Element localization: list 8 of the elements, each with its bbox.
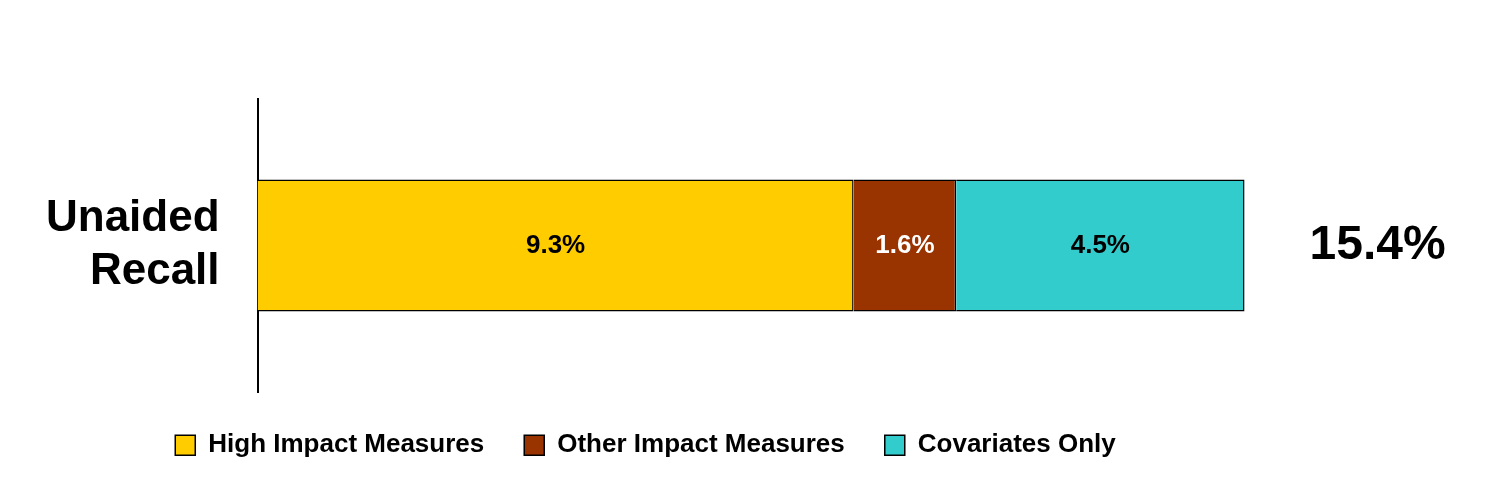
legend-label: High Impact Measures	[208, 428, 485, 459]
data-label: 4.5%	[1070, 228, 1130, 259]
total-label: 15.4%	[1309, 215, 1446, 269]
legend-label: Covariates Only	[917, 428, 1117, 459]
data-label: 9.3%	[525, 228, 586, 259]
legend-label: Other Impact Measures	[557, 428, 845, 459]
data-label: 1.6%	[875, 228, 935, 259]
y-tick-label: Unaided Recall	[45, 191, 220, 294]
